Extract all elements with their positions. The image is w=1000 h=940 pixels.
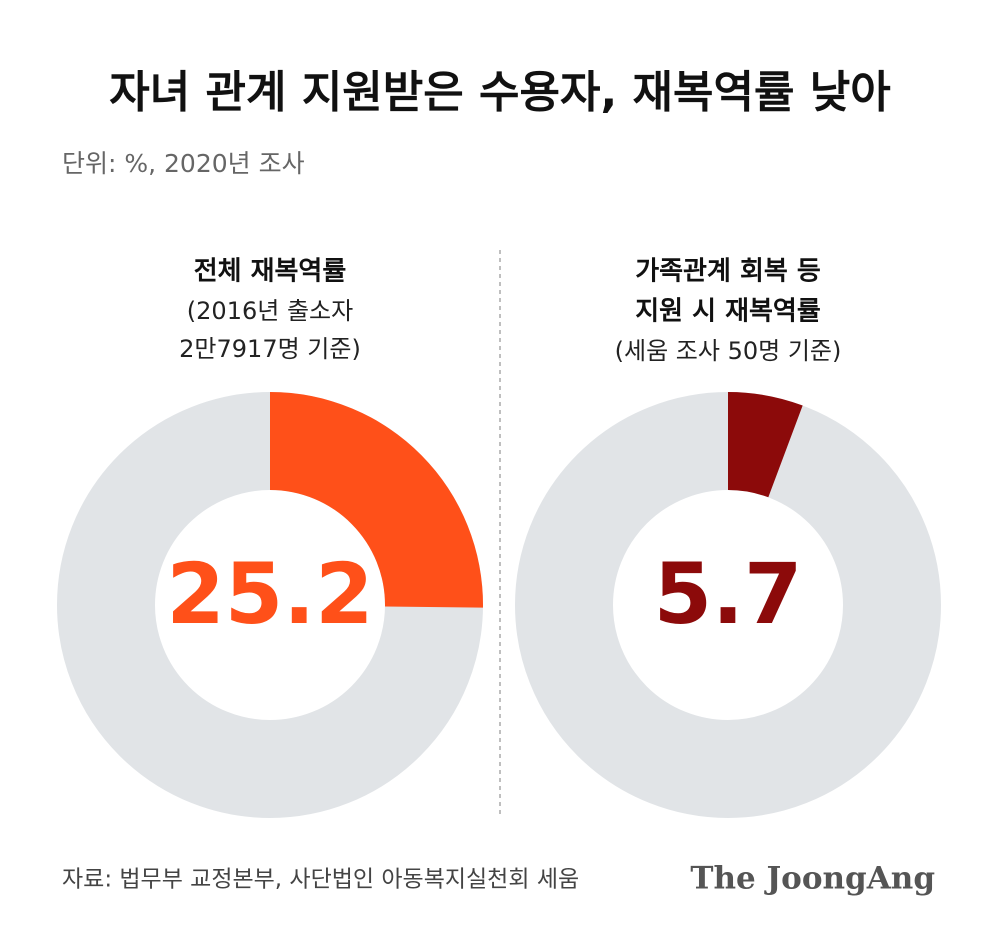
title: 자녀 관계 지원받은 수용자, 재복역률 낮아 (109, 67, 890, 118)
subtitle: 단위: %, 2020년 조사 (62, 149, 305, 178)
value-label: 25.2 (166, 545, 373, 643)
chart-note: 2만7917명 기준) (179, 335, 361, 363)
source: 자료: 법무부 교정본부, 사단법인 아동복지실천회 세움 (62, 867, 579, 893)
chart-title: 전체 재복역률 (194, 257, 347, 287)
chart-title: 지원 시 재복역률 (635, 297, 821, 327)
chart-note: (2016년 출소자 (187, 297, 353, 325)
brand-logo: The JoongAng (690, 861, 935, 897)
donut-segment (270, 392, 483, 608)
chart-note: (세움 조사 50명 기준) (615, 337, 842, 365)
chart-title: 가족관계 회복 등 (635, 257, 821, 287)
donut-segment (728, 392, 803, 498)
value-label: 5.7 (654, 545, 803, 643)
